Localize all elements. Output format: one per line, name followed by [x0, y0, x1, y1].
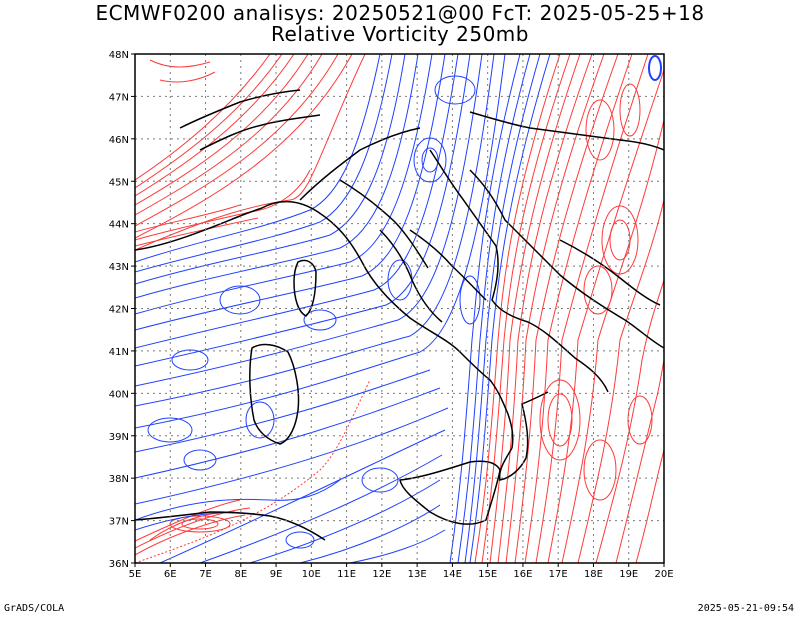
lat-tick-label: 42N [109, 305, 129, 316]
lat-tick-label: 36N [109, 559, 129, 570]
map-title-line2: Relative Vorticity 250mb [271, 22, 529, 46]
lat-tick-label: 47N [109, 92, 129, 103]
lon-tick-label: 20E [654, 569, 673, 580]
lon-tick-label: 16E [513, 569, 532, 580]
graticule [135, 54, 664, 563]
lon-tick-label: 15E [478, 569, 497, 580]
longitude-labels: 5E 6E 7E 8E 9E 10E 11E 12E 13E 14E 15E 16E 17E 18E 19E… [129, 569, 674, 580]
lon-tick-label: 12E [372, 569, 391, 580]
render-timestamp: 2025-05-21-09:54 [697, 603, 794, 614]
coastlines [135, 89, 664, 541]
latitude-labels: 36N 37N 38N 39N 40N 41N 42N 43N 44N 45N 46N 47N 48N [109, 50, 129, 570]
lat-tick-label: 43N [109, 262, 129, 273]
lat-tick-label: 37N [109, 517, 129, 528]
lat-tick-label: 48N [109, 50, 129, 61]
lon-tick-label: 8E [234, 569, 247, 580]
lon-tick-label: 17E [549, 569, 568, 580]
lon-tick-label: 11E [337, 569, 356, 580]
contour-layer [135, 54, 664, 563]
lat-tick-label: 44N [109, 220, 129, 231]
lon-tick-label: 14E [443, 569, 462, 580]
lon-tick-label: 6E [164, 569, 177, 580]
lat-tick-label: 41N [109, 347, 129, 358]
map-title-line1: ECMWF0200 analisys: 20250521@00 FcT: 202… [95, 1, 705, 25]
lat-tick-label: 38N [109, 474, 129, 485]
software-credit: GrADS/COLA [4, 603, 65, 614]
positive-vorticity-contours [135, 54, 664, 563]
lon-tick-label: 7E [199, 569, 212, 580]
lon-tick-label: 9E [270, 569, 283, 580]
lon-tick-label: 18E [584, 569, 603, 580]
lon-tick-label: 19E [619, 569, 638, 580]
lon-tick-label: 10E [302, 569, 321, 580]
axis-ticks [131, 53, 665, 567]
lon-tick-label: 5E [129, 569, 142, 580]
lat-tick-label: 45N [109, 177, 129, 188]
lon-tick-label: 13E [408, 569, 427, 580]
lat-tick-label: 46N [109, 135, 129, 146]
lat-tick-label: 40N [109, 389, 129, 400]
lat-tick-label: 39N [109, 432, 129, 443]
